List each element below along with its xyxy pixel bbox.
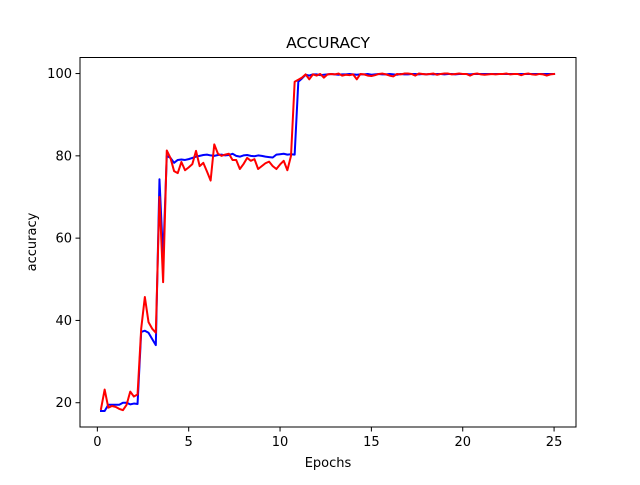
series-line-red	[99, 72, 556, 412]
x-tick-label: 5	[185, 435, 193, 450]
x-axis-label: Epochs	[305, 456, 352, 471]
y-axis-label: accuracy	[25, 212, 40, 271]
y-tick-label: 60	[55, 232, 72, 247]
x-tick-label: 25	[546, 435, 563, 450]
y-tick-label: 20	[55, 396, 72, 411]
y-tick-label: 80	[55, 149, 72, 164]
series-line-blue	[100, 72, 556, 412]
plot-frame	[79, 57, 577, 428]
y-tick-label: 100	[47, 67, 72, 82]
axis-ticks: 0 5 10 15 20 25 20 40 60 80 100	[47, 67, 562, 450]
x-tick-label: 0	[93, 435, 101, 450]
chart-title: ACCURACY	[286, 34, 370, 52]
y-tick-label: 40	[55, 314, 72, 329]
x-tick-label: 20	[454, 435, 471, 450]
x-tick-label: 10	[272, 435, 289, 450]
x-tick-label: 15	[363, 435, 380, 450]
plot-area	[99, 72, 556, 412]
